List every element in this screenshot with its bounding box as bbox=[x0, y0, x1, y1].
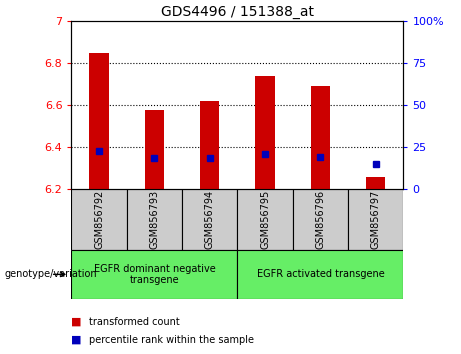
Text: GSM856796: GSM856796 bbox=[315, 190, 325, 249]
Bar bbox=[348, 189, 403, 250]
Bar bbox=[255, 76, 275, 189]
Text: transformed count: transformed count bbox=[89, 317, 180, 327]
Text: percentile rank within the sample: percentile rank within the sample bbox=[89, 335, 254, 345]
Bar bbox=[182, 189, 237, 250]
Bar bbox=[237, 189, 293, 250]
Text: ■: ■ bbox=[71, 335, 82, 345]
Text: GSM856792: GSM856792 bbox=[94, 190, 104, 249]
Text: GSM856794: GSM856794 bbox=[205, 190, 215, 249]
Text: GSM856797: GSM856797 bbox=[371, 190, 381, 249]
Bar bbox=[200, 101, 219, 189]
Bar bbox=[366, 177, 385, 189]
Bar bbox=[71, 189, 127, 250]
Bar bbox=[89, 53, 109, 189]
Text: EGFR dominant negative
transgene: EGFR dominant negative transgene bbox=[94, 263, 215, 285]
Bar bbox=[71, 250, 237, 299]
Text: GSM856793: GSM856793 bbox=[149, 190, 160, 249]
Text: EGFR activated transgene: EGFR activated transgene bbox=[256, 269, 384, 279]
Text: ■: ■ bbox=[71, 317, 82, 327]
Text: GSM856795: GSM856795 bbox=[260, 190, 270, 249]
Title: GDS4496 / 151388_at: GDS4496 / 151388_at bbox=[161, 5, 314, 19]
Bar bbox=[311, 86, 330, 189]
Bar bbox=[293, 189, 348, 250]
Bar bbox=[145, 109, 164, 189]
Bar bbox=[127, 189, 182, 250]
Text: genotype/variation: genotype/variation bbox=[5, 269, 97, 279]
Bar bbox=[237, 250, 403, 299]
